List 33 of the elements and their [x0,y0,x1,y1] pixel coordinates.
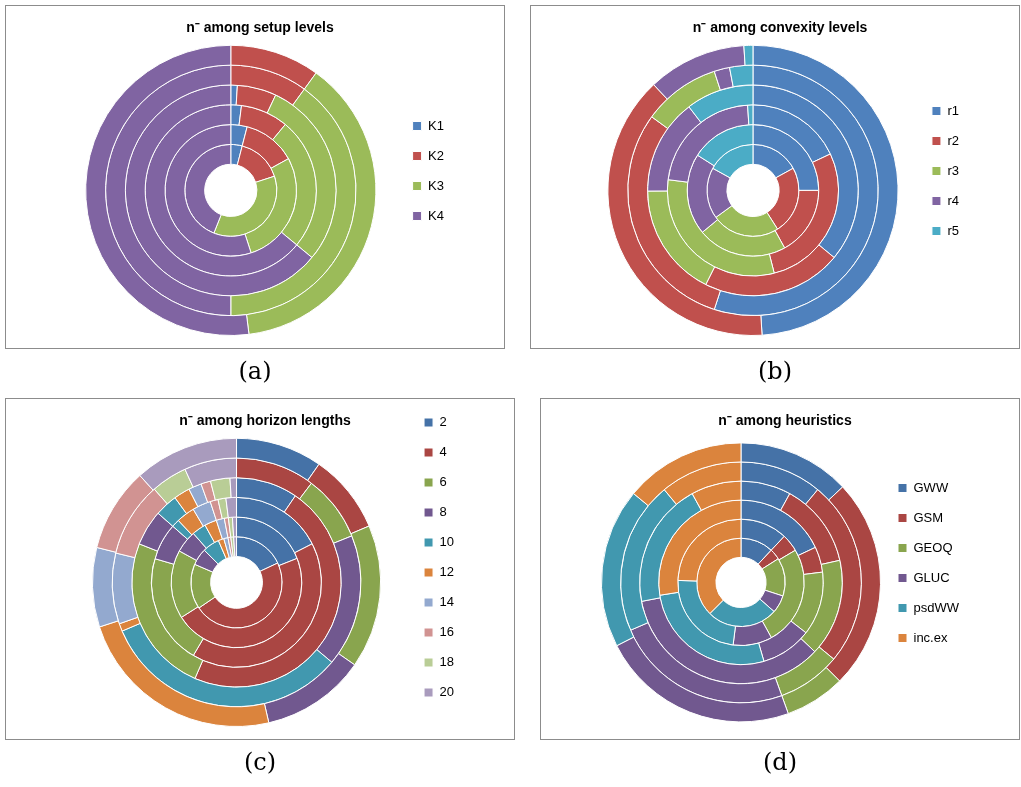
text: (b) [756,357,794,385]
text: (d) [761,748,799,776]
chart-title: n⁻ among horizon lengths [179,412,351,429]
legend-label: 20 [439,684,455,700]
legend-label: GLUC [913,569,950,585]
legend-label: 6 [439,474,447,490]
legend-label: 2 [439,414,447,430]
legend-label: GSM [913,509,944,525]
text: (c) [242,748,278,776]
legend-label: K4 [428,207,445,223]
legend-label: GWW [913,479,949,495]
legend-label: 8 [439,504,447,520]
legend-label: 12 [439,564,455,580]
legend-label: 14 [439,594,455,610]
legend-label: 4 [439,444,447,460]
legend-label: r4 [947,192,959,208]
legend-label: psdWW [913,599,960,615]
chart-title: n⁻ among heuristics [718,412,852,429]
legend-label: K2 [428,147,445,163]
legend-label: 10 [439,534,455,550]
legend-label: K3 [428,177,445,193]
legend-label: r3 [947,162,959,178]
legend-label: 18 [439,654,455,670]
legend-label: 16 [439,624,455,640]
legend-label: r2 [947,132,959,148]
chart-title: n⁻ among setup levels [186,19,334,36]
text: (a) [237,357,273,385]
legend-label: r1 [947,102,959,118]
legend-label: K1 [428,117,445,133]
legend-label: GEOQ [913,539,953,555]
legend-label: r5 [947,222,959,238]
chart-title: n⁻ among convexity levels [692,19,868,36]
legend-label: inc.ex [913,629,948,645]
